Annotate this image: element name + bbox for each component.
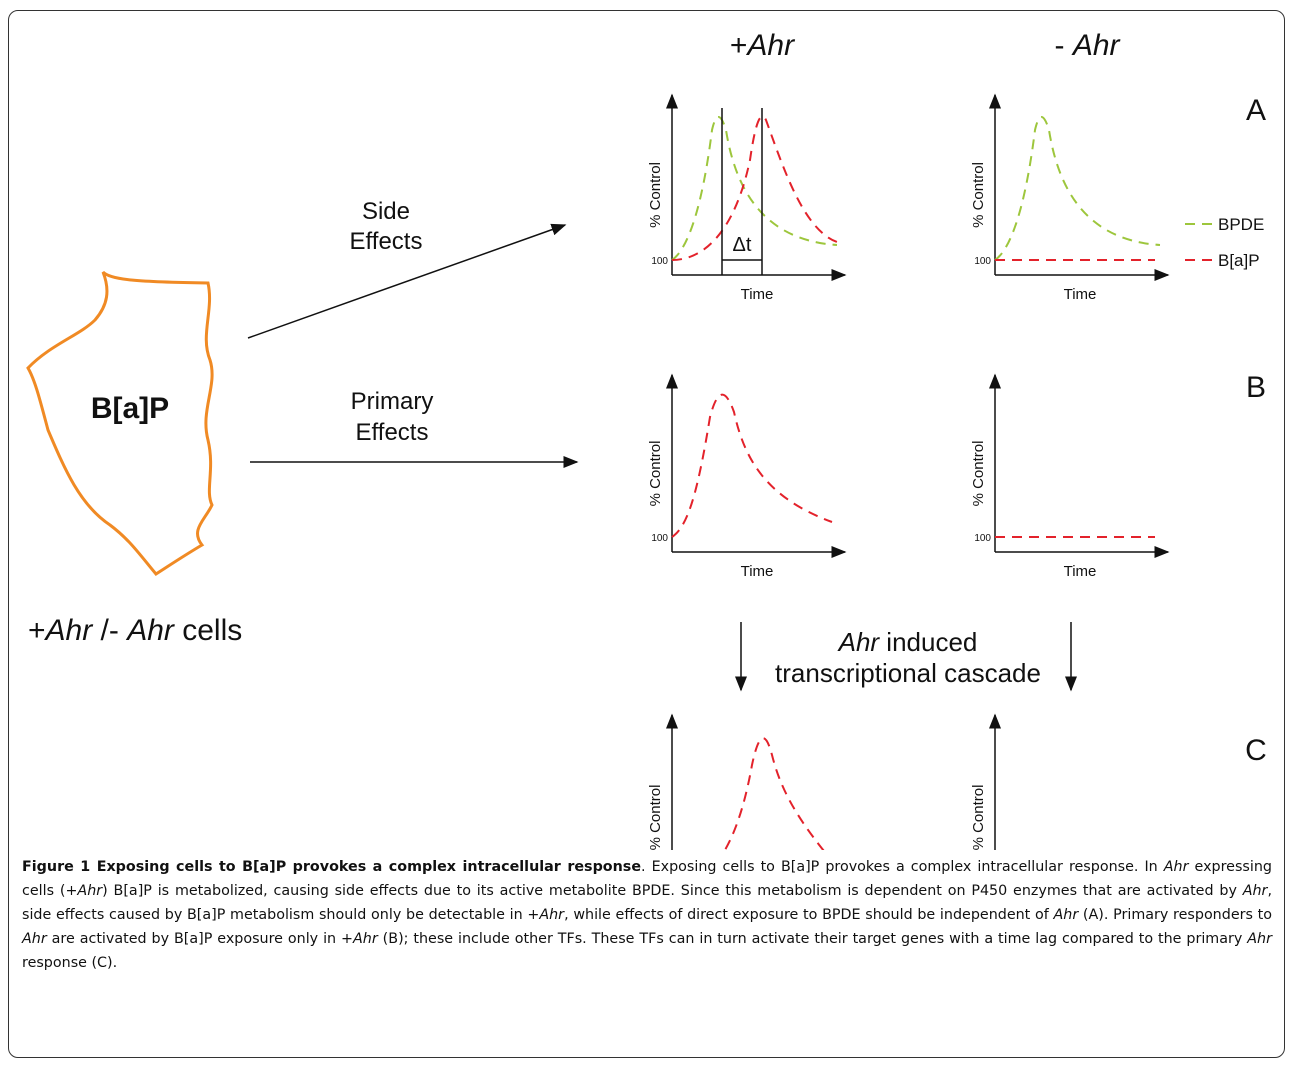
y-axis-label: % Control [970, 441, 987, 507]
legend-label: B[a]P [1218, 251, 1260, 270]
text: cells [174, 614, 242, 647]
caption-title: Figure 1 Exposing cells to B[a]P provoke… [22, 859, 642, 875]
caption-text: response (C). [22, 955, 118, 971]
cell-label: B[a]P [91, 392, 169, 425]
figure-frame [8, 10, 1285, 1058]
cascade-label: transcriptional cascade [775, 658, 1041, 688]
curve [671, 115, 838, 261]
caption-text: expressing cells (+ [22, 859, 1272, 899]
text: + [730, 29, 748, 62]
caption: Figure 1 Exposing cells to B[a]P provoke… [22, 855, 1272, 975]
caption-text: , side effects caused by B[a]P metabolis… [22, 883, 1272, 923]
caption-text: Ahr [77, 883, 103, 899]
caption-text: Ahr [353, 931, 378, 947]
lag-label: Δt [733, 234, 752, 256]
caption-text: . Exposing cells to B[a]P provokes a com… [641, 859, 1164, 875]
caption-text: Ahr [1247, 931, 1273, 947]
caption-text: Ahr [539, 907, 565, 923]
text: + [28, 614, 46, 647]
cell-caption: +Ahr /- Ahr cells [28, 614, 242, 647]
text: induced [879, 627, 977, 657]
caption-text: (B); these include other TFs. These TFs … [377, 931, 1248, 947]
text: Ahr [1071, 29, 1121, 62]
caption-text: ) B[a]P is metabolized, causing side eff… [102, 883, 1243, 899]
caption-text: Ahr [22, 931, 47, 947]
baseline-label: 100 [974, 256, 991, 267]
figure: B[a]P +Ahr /- Ahr cells Side Effects Pri… [26, 29, 1267, 850]
arrow-label: Side [362, 198, 410, 225]
baseline-label: 100 [974, 533, 991, 544]
row-label: A [1246, 94, 1266, 127]
baseline-label: 100 [651, 256, 668, 267]
caption-text: (A). Primary responders to [1078, 907, 1273, 923]
curve [671, 393, 833, 538]
legend-label: BPDE [1218, 215, 1264, 234]
cell-outline [26, 270, 214, 576]
text: Ahr [44, 614, 94, 647]
y-axis-label: % Control [970, 785, 987, 850]
column-header: - Ahr [1054, 29, 1120, 62]
text: Ahr [125, 614, 175, 647]
caption-text: , while effects of direct exposure to BP… [564, 907, 1054, 923]
y-axis-label: % Control [970, 162, 987, 228]
x-axis-label: Time [741, 563, 774, 580]
row-label: B [1246, 371, 1266, 404]
column-header: +Ahr [730, 29, 795, 62]
row-label: C [1245, 734, 1267, 767]
curve [723, 737, 825, 850]
baseline-label: 100 [651, 533, 668, 544]
arrow [247, 223, 567, 339]
arrow-label: Primary [351, 388, 434, 415]
x-axis-label: Time [741, 286, 774, 303]
x-axis-label: Time [1064, 286, 1097, 303]
y-axis-label: % Control [647, 785, 664, 850]
y-axis-label: % Control [647, 441, 664, 507]
arrow-label: Effects [356, 419, 429, 446]
text: - [1054, 29, 1072, 62]
caption-text: Ahr [1053, 907, 1079, 923]
text: Ahr [745, 29, 795, 62]
cascade-label: Ahr induced [837, 627, 978, 657]
caption-text: are activated by B[a]P exposure only in … [46, 931, 354, 947]
curve [671, 116, 838, 261]
y-axis-label: % Control [647, 162, 664, 228]
caption-text: Ahr [1163, 859, 1189, 875]
text: Ahr [837, 627, 881, 657]
arrow-label: Effects [350, 228, 423, 255]
caption-text: Ahr [1242, 883, 1268, 899]
curve [994, 116, 1161, 261]
x-axis-label: Time [1064, 563, 1097, 580]
text: /- [92, 614, 127, 647]
